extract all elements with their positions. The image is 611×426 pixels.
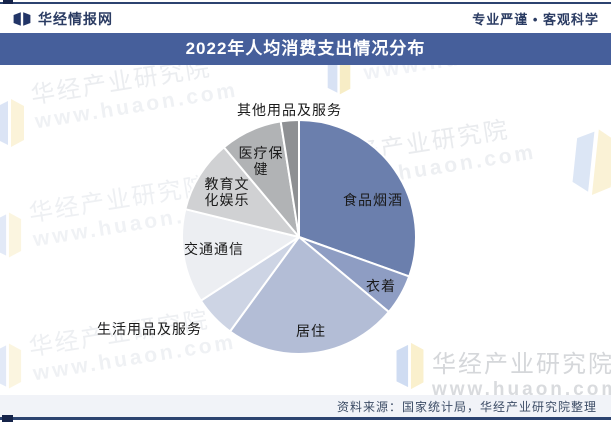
pie-label-education-culture-entertainment: 教育文化娱乐	[204, 176, 250, 208]
watermark-book-logo	[327, 55, 351, 95]
pie-label-healthcare: 医疗保健	[238, 145, 284, 177]
page-header: 华经情报网 专业严谨 • 客观科学	[0, 4, 611, 33]
top-divider-line	[0, 0, 611, 6]
pie-label-household-goods-services: 生活用品及服务	[97, 321, 202, 337]
pie-label-other-goods-services: 其他用品及服务	[237, 102, 342, 118]
pie-label-housing: 居住	[296, 323, 326, 339]
watermark-book-logo	[0, 343, 22, 389]
site-brand: 华经情报网	[12, 9, 113, 29]
watermark-book-logo	[396, 342, 424, 390]
pie-slice-housing	[228, 236, 390, 355]
site-tagline: 专业严谨 • 客观科学	[472, 12, 599, 27]
pie-label-clothing: 衣着	[366, 278, 396, 294]
bottom-divider-line	[0, 415, 611, 422]
pie-slice-education-culture-entertainment	[184, 146, 300, 238]
site-name: 华经情报网	[38, 10, 113, 27]
pie-slice-food-tobacco-alcohol	[298, 119, 417, 278]
bottom-divider-accent	[2, 415, 13, 422]
watermark-book-logo	[572, 129, 611, 195]
watermark-book-logo	[0, 212, 22, 258]
pie-slice-other-goods-services	[279, 119, 300, 238]
chart-title: 2022年人均消费支出情况分布	[0, 33, 611, 65]
huajing-book-logo-icon	[13, 11, 31, 26]
pie-slice-transport-communication	[181, 208, 300, 302]
watermark-text: 华经产业研究院 www.huaon.com	[432, 351, 611, 400]
source-note: 资料来源：国家统计局，华经产业研究院整理	[0, 395, 611, 417]
pie-label-food-tobacco-alcohol: 食品烟酒	[343, 192, 403, 208]
pie-label-transport-communication: 交通通信	[184, 241, 244, 257]
watermark-book-logo	[0, 99, 24, 147]
top-divider-accent	[3, 0, 13, 6]
